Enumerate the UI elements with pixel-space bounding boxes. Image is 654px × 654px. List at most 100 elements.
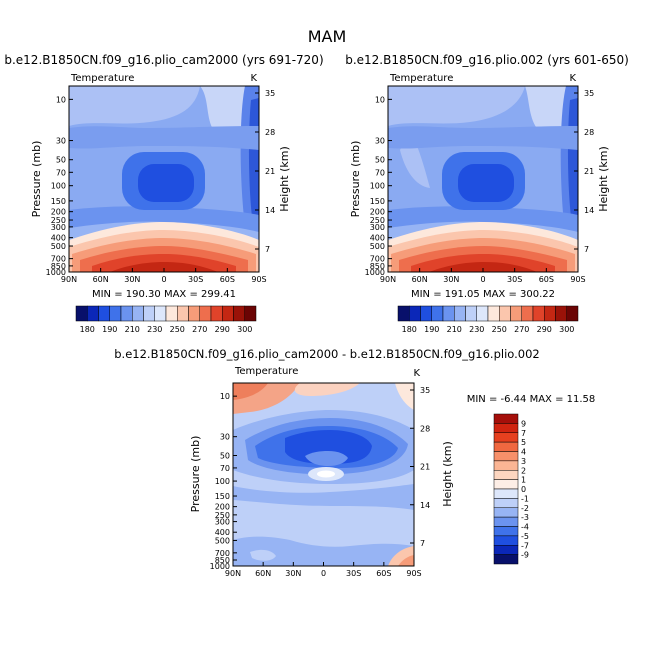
- x-tick-label: 30N: [124, 275, 140, 284]
- colorbar-label: -4: [521, 523, 529, 532]
- x-tick-label: 30S: [346, 569, 361, 578]
- colorbar-label: 1: [521, 476, 526, 485]
- colorbar-label: 190: [424, 325, 439, 334]
- colorbar-label: -9: [521, 551, 529, 560]
- panel-3-y2label: Height (km): [441, 441, 454, 507]
- colorbar-swatch: [431, 305, 444, 322]
- panel-2-contour-field: [388, 86, 578, 272]
- y2-tick-label: 28: [265, 128, 275, 137]
- panel-1-y2ticks: 35 28 21 14 7: [255, 89, 275, 254]
- colorbar-label: 270: [514, 325, 529, 334]
- panel-2-ylabel: Pressure (mb): [349, 141, 362, 218]
- colorbar-swatch: [493, 507, 519, 518]
- colorbar-swatch: [493, 479, 519, 490]
- colorbar-swatch: [120, 305, 133, 322]
- x-tick-label: 90S: [251, 275, 266, 284]
- colorbar-swatch: [222, 305, 234, 322]
- panel-2-stats: MIN = 191.05 MAX = 300.22: [411, 289, 555, 300]
- x-tick-label: 30S: [507, 275, 522, 284]
- colorbar-swatch: [409, 305, 421, 322]
- y2-tick-label: 7: [420, 539, 425, 548]
- colorbar-label: -7: [521, 541, 529, 550]
- x-tick-label: 90N: [380, 275, 396, 284]
- y-tick-label: 200: [370, 208, 385, 217]
- colorbar-swatch: [521, 305, 534, 322]
- panel-1: b.e12.B1850CN.f09_g16.plio_cam2000 (yrs …: [4, 53, 323, 334]
- y-tick-label: 1000: [365, 268, 385, 277]
- colorbar-swatch: [233, 305, 245, 322]
- x-tick-label: 0: [321, 569, 326, 578]
- y-tick-label: 300: [370, 223, 385, 232]
- x-tick-label: 60N: [255, 569, 271, 578]
- colorbar-label: 300: [237, 325, 252, 334]
- panel-3-stats: MIN = -6.44 MAX = 11.58: [467, 394, 596, 405]
- colorbar-swatch: [493, 413, 519, 424]
- colorbar-swatch: [154, 305, 167, 322]
- colorbar-swatch: [493, 423, 519, 433]
- y2-tick-label: 7: [584, 245, 589, 254]
- colorbar-label: 3: [521, 457, 526, 466]
- x-tick-label: 60S: [539, 275, 554, 284]
- panel-1-colorbar: 180 190 210 230 250 270 290 300: [75, 305, 257, 334]
- x-tick-label: 0: [161, 275, 166, 284]
- colorbar-swatch: [199, 305, 212, 322]
- y-tick-label: 70: [56, 168, 66, 177]
- colorbar-swatch: [165, 305, 178, 322]
- y-tick-label: 150: [215, 492, 230, 501]
- colorbar-swatch: [87, 305, 99, 322]
- y-tick-label: 10: [56, 95, 66, 104]
- y-tick-label: 100: [370, 182, 385, 191]
- y-tick-label: 250: [215, 511, 230, 520]
- panel-2: b.e12.B1850CN.f09_g16.plio.002 (yrs 601-…: [345, 53, 629, 334]
- panel-3-variable-label: Temperature: [234, 366, 298, 377]
- y2-tick-label: 28: [584, 128, 594, 137]
- y-tick-label: 30: [375, 137, 385, 146]
- colorbar-label: 270: [192, 325, 207, 334]
- colorbar-label: -5: [521, 532, 529, 541]
- colorbar-swatch: [493, 451, 519, 462]
- colorbar-label: 210: [447, 325, 462, 334]
- y-tick-label: 850: [215, 556, 230, 565]
- y-tick-label: 300: [215, 518, 230, 527]
- y2-tick-label: 35: [420, 386, 430, 395]
- y-tick-label: 700: [370, 255, 385, 264]
- colorbar-swatch: [177, 305, 189, 322]
- panel-1-variable-label: Temperature: [70, 73, 134, 84]
- y-tick-label: 50: [375, 156, 385, 165]
- panel-1-y2label: Height (km): [278, 146, 291, 212]
- colorbar-label: 180: [80, 325, 95, 334]
- y-tick-label: 400: [51, 234, 66, 243]
- y2-tick-label: 21: [584, 167, 594, 176]
- colorbar-swatch: [465, 305, 477, 322]
- colorbar-swatch: [493, 488, 519, 499]
- y2-tick-label: 7: [265, 245, 270, 254]
- colorbar-label: 290: [537, 325, 552, 334]
- y-tick-label: 30: [56, 137, 66, 146]
- colorbar-label: 0: [521, 485, 526, 494]
- y-tick-label: 10: [220, 392, 230, 401]
- y-tick-label: 250: [51, 216, 66, 225]
- colorbar-swatch: [493, 535, 519, 546]
- panel-1-contour-field: [69, 86, 259, 272]
- colorbar-swatch: [493, 470, 519, 480]
- y-tick-label: 200: [51, 208, 66, 217]
- y-tick-label: 50: [220, 452, 230, 461]
- y-tick-label: 100: [51, 182, 66, 191]
- panel-3-units-label: K: [413, 368, 420, 379]
- colorbar-swatch: [499, 305, 511, 322]
- x-tick-label: 0: [480, 275, 485, 284]
- x-tick-label: 90S: [570, 275, 585, 284]
- y-tick-label: 30: [220, 433, 230, 442]
- colorbar-swatch: [476, 305, 489, 322]
- colorbar-label: 210: [125, 325, 140, 334]
- y-tick-label: 500: [215, 536, 230, 545]
- colorbar-swatch: [143, 305, 155, 322]
- y-tick-label: 150: [370, 197, 385, 206]
- panel-3-xticks: 90N 60N 30N 0 30S 60S 90S: [225, 562, 422, 578]
- colorbar-label: 190: [102, 325, 117, 334]
- figure-title: MAM: [308, 27, 347, 46]
